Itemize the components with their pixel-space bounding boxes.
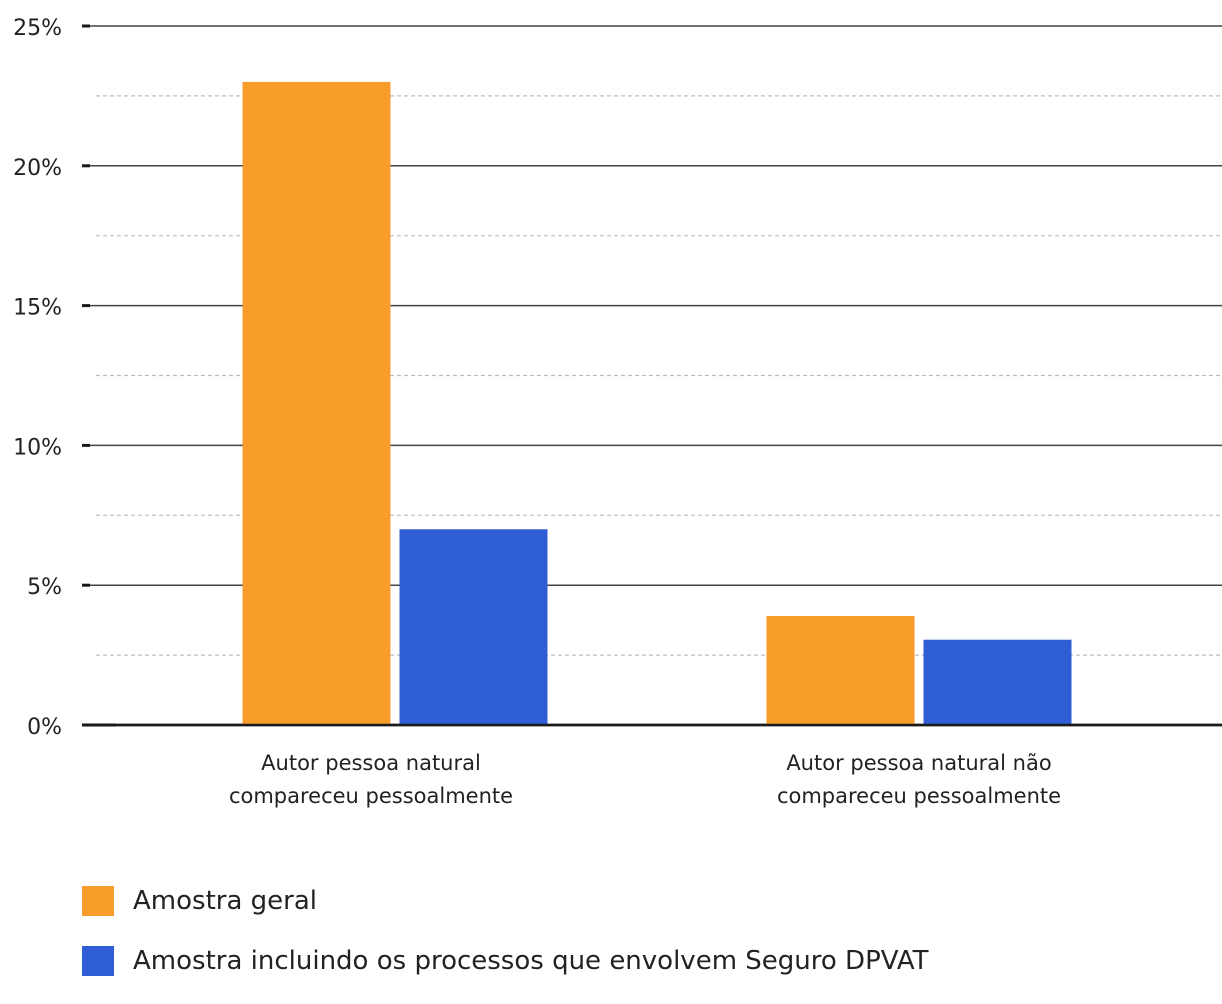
y-tick-label-2: 10% — [13, 435, 62, 460]
legend-swatch-amostra-geral — [82, 886, 114, 916]
legend-item-amostra-geral: Amostra geral — [82, 884, 929, 918]
y-tick-label-4: 20% — [13, 156, 62, 181]
legend-label-amostra-dpvat: Amostra incluindo os processos que envol… — [133, 946, 929, 976]
bar-series0-cat0 — [242, 81, 391, 726]
legend-label-amostra-geral: Amostra geral — [133, 886, 317, 916]
y-tick-label-0: 0% — [27, 715, 62, 740]
y-tick-label-3: 15% — [13, 296, 62, 321]
legend: Amostra geral Amostra incluindo os proce… — [82, 884, 929, 1004]
bar-series1-cat0 — [399, 529, 548, 725]
bar-series1-cat1 — [923, 639, 1072, 725]
bar-series0-cat1 — [766, 615, 915, 725]
x-tick-label-1-line1: compareceu pessoalmente — [777, 784, 1061, 808]
y-tick-label-1: 5% — [27, 575, 62, 600]
bar-chart: 0% 5% 10% 15% 20% 25% Autor pessoa natural comp… — [13, 16, 1222, 808]
x-tick-label-1-line0: Autor pessoa natural não — [786, 751, 1051, 775]
legend-item-amostra-dpvat: Amostra incluindo os processos que envol… — [82, 944, 929, 978]
x-tick-label-0-line0: Autor pessoa natural — [261, 751, 481, 775]
legend-swatch-amostra-dpvat — [82, 946, 114, 976]
y-tick-label-5: 25% — [13, 16, 62, 41]
x-tick-label-0-line1: compareceu pessoalmente — [229, 784, 513, 808]
